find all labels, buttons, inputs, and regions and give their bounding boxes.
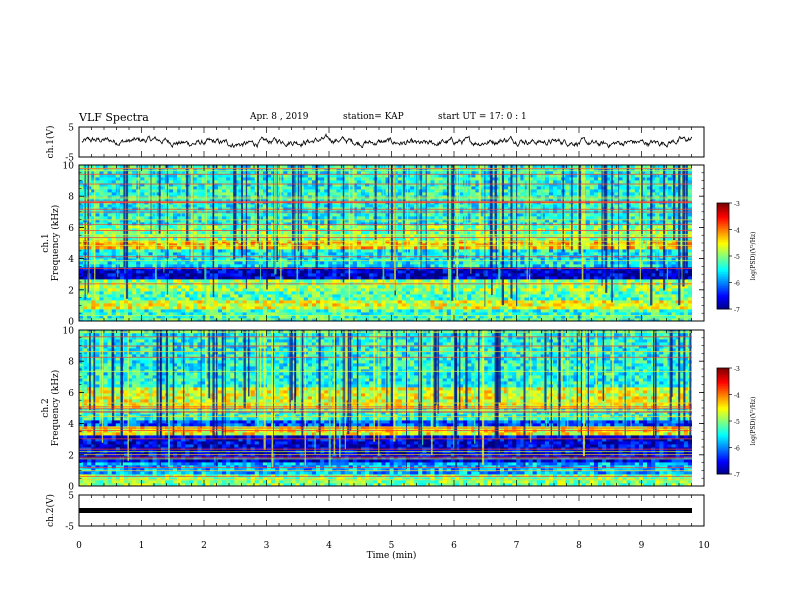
ch2-spectrogram-cells <box>79 330 694 487</box>
colorbar-label: log(PSD)(V²/Hz) <box>750 397 757 446</box>
x-tick-label: 1 <box>139 541 145 551</box>
y-tick-label: 8 <box>68 358 74 368</box>
station-label: station= KAP <box>343 112 404 122</box>
y-tick-label: 10 <box>63 327 75 337</box>
y-tick-label: 2 <box>68 451 74 461</box>
x-tick-label: 8 <box>576 541 582 551</box>
ch1-spectrogram-ylabel: ch.1Frequency (kHz) <box>41 205 61 282</box>
y-tick-label: 5 <box>68 492 74 502</box>
colorbar-tick-label: -4 <box>734 393 740 400</box>
y-tick-label: 4 <box>68 420 74 430</box>
ch1-spectrogram-panel: 0 2 4 6 8 10 ch.1Frequency (kHz) -3 -4 -5 -6 -7 log(… <box>41 162 757 328</box>
colorbar-tick-label: -7 <box>734 307 740 314</box>
colorbar-tick-label: -4 <box>734 228 740 235</box>
x-tick-label: 0 <box>76 541 82 551</box>
y-tick-label: -5 <box>65 154 74 164</box>
x-tick-label: 2 <box>201 541 207 551</box>
colorbar-tick-label: -5 <box>734 254 740 261</box>
colorbar-tick-label: -3 <box>734 201 740 208</box>
y-tick-label: 6 <box>68 389 74 399</box>
ch1-waveform-panel: 5 -5 ch.1(V) <box>45 124 705 164</box>
colorbar-tick-label: -3 <box>734 366 740 373</box>
y-tick-label: 6 <box>68 224 74 234</box>
y-tick-label: 5 <box>68 124 74 134</box>
y-tick-label: 8 <box>68 193 74 203</box>
x-tick-label: 4 <box>326 541 332 551</box>
x-tick-label: 10 <box>698 541 710 551</box>
ch2-waveform-panel: 5 -5 ch.2(V) 0 1 2 3 4 5 6 7 8 9 10 Time (min) <box>45 492 710 562</box>
ch1-spectrogram-colorbar: -3 -4 -5 -6 -7 log(PSD)(V²/Hz) <box>716 201 757 314</box>
chart-title: VLF Spectra <box>79 111 149 124</box>
y-tick-label: 2 <box>68 286 74 296</box>
ch2-spectrogram-panel: 0 2 4 6 8 10 ch.2Frequency (kHz) -3 -4 -5 -6 -7 log(… <box>41 327 757 493</box>
ch2-spectrogram-ylabel: ch.2Frequency (kHz) <box>41 370 61 447</box>
y-tick-label: 10 <box>63 162 75 172</box>
y-tick-label: 4 <box>68 255 74 265</box>
colorbar-tick-label: -5 <box>734 419 740 426</box>
ch2-waveform-ylabel: ch.2(V) <box>45 494 56 527</box>
ch1-waveform-ylabel: ch.1(V) <box>45 126 56 159</box>
x-tick-label: 5 <box>389 541 395 551</box>
x-axis-label: Time (min) <box>367 550 417 561</box>
date-label: Apr. 8 , 2019 <box>250 112 309 122</box>
ch2-waveform-line <box>79 508 692 513</box>
ch2-spectrogram-colorbar: -3 -4 -5 -6 -7 log(PSD)(V²/Hz) <box>716 366 757 479</box>
x-tick-label: 6 <box>451 541 457 551</box>
x-tick-label: 3 <box>264 541 270 551</box>
colorbar-tick-label: -6 <box>734 281 740 288</box>
ch1-waveform-line <box>81 133 693 149</box>
y-tick-label: 0 <box>68 483 74 493</box>
y-tick-label: -5 <box>65 523 74 533</box>
colorbar-label: log(PSD)(V²/Hz) <box>750 232 757 281</box>
start-time-label: start UT = 17: 0 : 1 <box>438 112 527 122</box>
colorbar-tick-label: -7 <box>734 472 740 479</box>
x-tick-label: 9 <box>639 541 645 551</box>
ch1-spectrogram-cells <box>79 165 693 322</box>
x-tick-label: 7 <box>514 541 520 551</box>
y-tick-label: 0 <box>68 318 74 328</box>
colorbar-tick-label: -6 <box>734 446 740 453</box>
